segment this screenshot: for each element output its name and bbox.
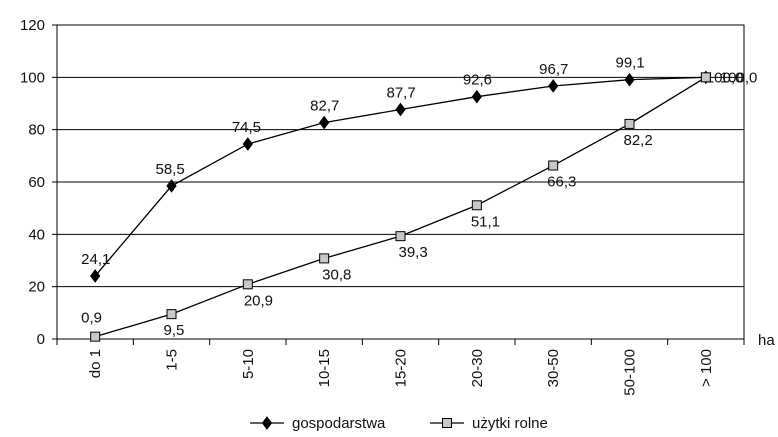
series-uzytki-rolne: 0,9 9,5 20,9 30,8 39,3 51,1 66,3 82,2 100,0 (81, 69, 758, 342)
diamond-marker (90, 269, 101, 283)
legend-item: użytki rolne (430, 415, 548, 432)
x-tick-label: 15-20 (393, 349, 410, 387)
y-tick-label: 0 (37, 331, 45, 348)
diamond-marker (624, 72, 635, 87)
data-label: 39,3 (399, 244, 428, 261)
data-label: 74,5 (232, 119, 261, 136)
legend-label: użytki rolne (472, 415, 548, 432)
y-tick-label: 40 (28, 226, 45, 243)
diamond-marker (242, 137, 253, 151)
data-label: 82,2 (624, 132, 653, 149)
data-label: 58,5 (156, 161, 185, 178)
x-tick-label: 1-5 (164, 349, 181, 371)
data-label: 30,8 (322, 266, 351, 283)
diamond-marker (471, 89, 482, 104)
data-label: 51,1 (471, 213, 500, 230)
y-tick-label: 20 (28, 279, 45, 296)
x-tick-labels: do 1 1-5 5-10 10-15 15-20 20-30 30-50 50-100 > 1… (87, 349, 715, 396)
data-label: 24,1 (81, 251, 110, 268)
data-label: 82,7 (310, 98, 339, 115)
data-label: 87,7 (387, 85, 416, 102)
data-label: 20,9 (244, 292, 273, 309)
series-gospodarstwa: 24,1 58,5 74,5 82,7 87,7 92,6 96,7 99,1 100,0 (81, 55, 744, 283)
square-marker (442, 418, 452, 428)
axes (52, 24, 745, 345)
diamond-marker (395, 102, 406, 117)
x-tick-label: 5-10 (240, 349, 257, 379)
y-tick-label: 60 (28, 174, 45, 191)
legend-item: gospodarstwa (250, 415, 386, 432)
x-tick-label: > 100 (698, 349, 715, 387)
data-label: 100,0 (706, 69, 744, 86)
data-label: 9,5 (164, 322, 185, 339)
x-tick-label: 20-30 (469, 349, 486, 387)
x-axis-label: ha (758, 332, 775, 349)
x-tick-label: 50-100 (622, 349, 639, 396)
diamond-marker (261, 416, 273, 430)
square-marker (548, 160, 559, 171)
data-label: 66,3 (547, 174, 576, 191)
data-label: 96,7 (539, 61, 568, 78)
legend-label: gospodarstwa (292, 415, 386, 432)
legend: gospodarstwa użytki rolne (250, 415, 548, 432)
square-marker (166, 309, 177, 320)
data-label: 92,6 (463, 72, 492, 89)
square-marker (700, 72, 711, 83)
x-tick-label: 30-50 (545, 349, 562, 387)
y-tick-labels: 0 20 40 60 80 100 120 (20, 17, 45, 348)
y-tick-label: 100 (20, 69, 45, 86)
data-label: 99,1 (616, 55, 645, 72)
data-label: 0,9 (81, 310, 102, 327)
diamond-marker (548, 79, 559, 93)
square-marker (624, 118, 635, 129)
x-tick-label: 10-15 (316, 349, 333, 387)
square-marker (395, 231, 406, 242)
data-label: 100,0 (720, 69, 758, 86)
square-marker (90, 331, 101, 342)
series-group: 24,158,574,582,787,792,696,7 99,1100,00,9… (81, 55, 758, 342)
y-tick-label: 80 (28, 122, 45, 139)
square-marker (471, 200, 482, 211)
diamond-marker (319, 115, 330, 130)
y-tick-label: 120 (20, 17, 45, 34)
square-marker (242, 279, 253, 290)
square-marker (319, 253, 330, 264)
diamond-marker (166, 179, 177, 193)
x-tick-label: do 1 (87, 349, 104, 378)
